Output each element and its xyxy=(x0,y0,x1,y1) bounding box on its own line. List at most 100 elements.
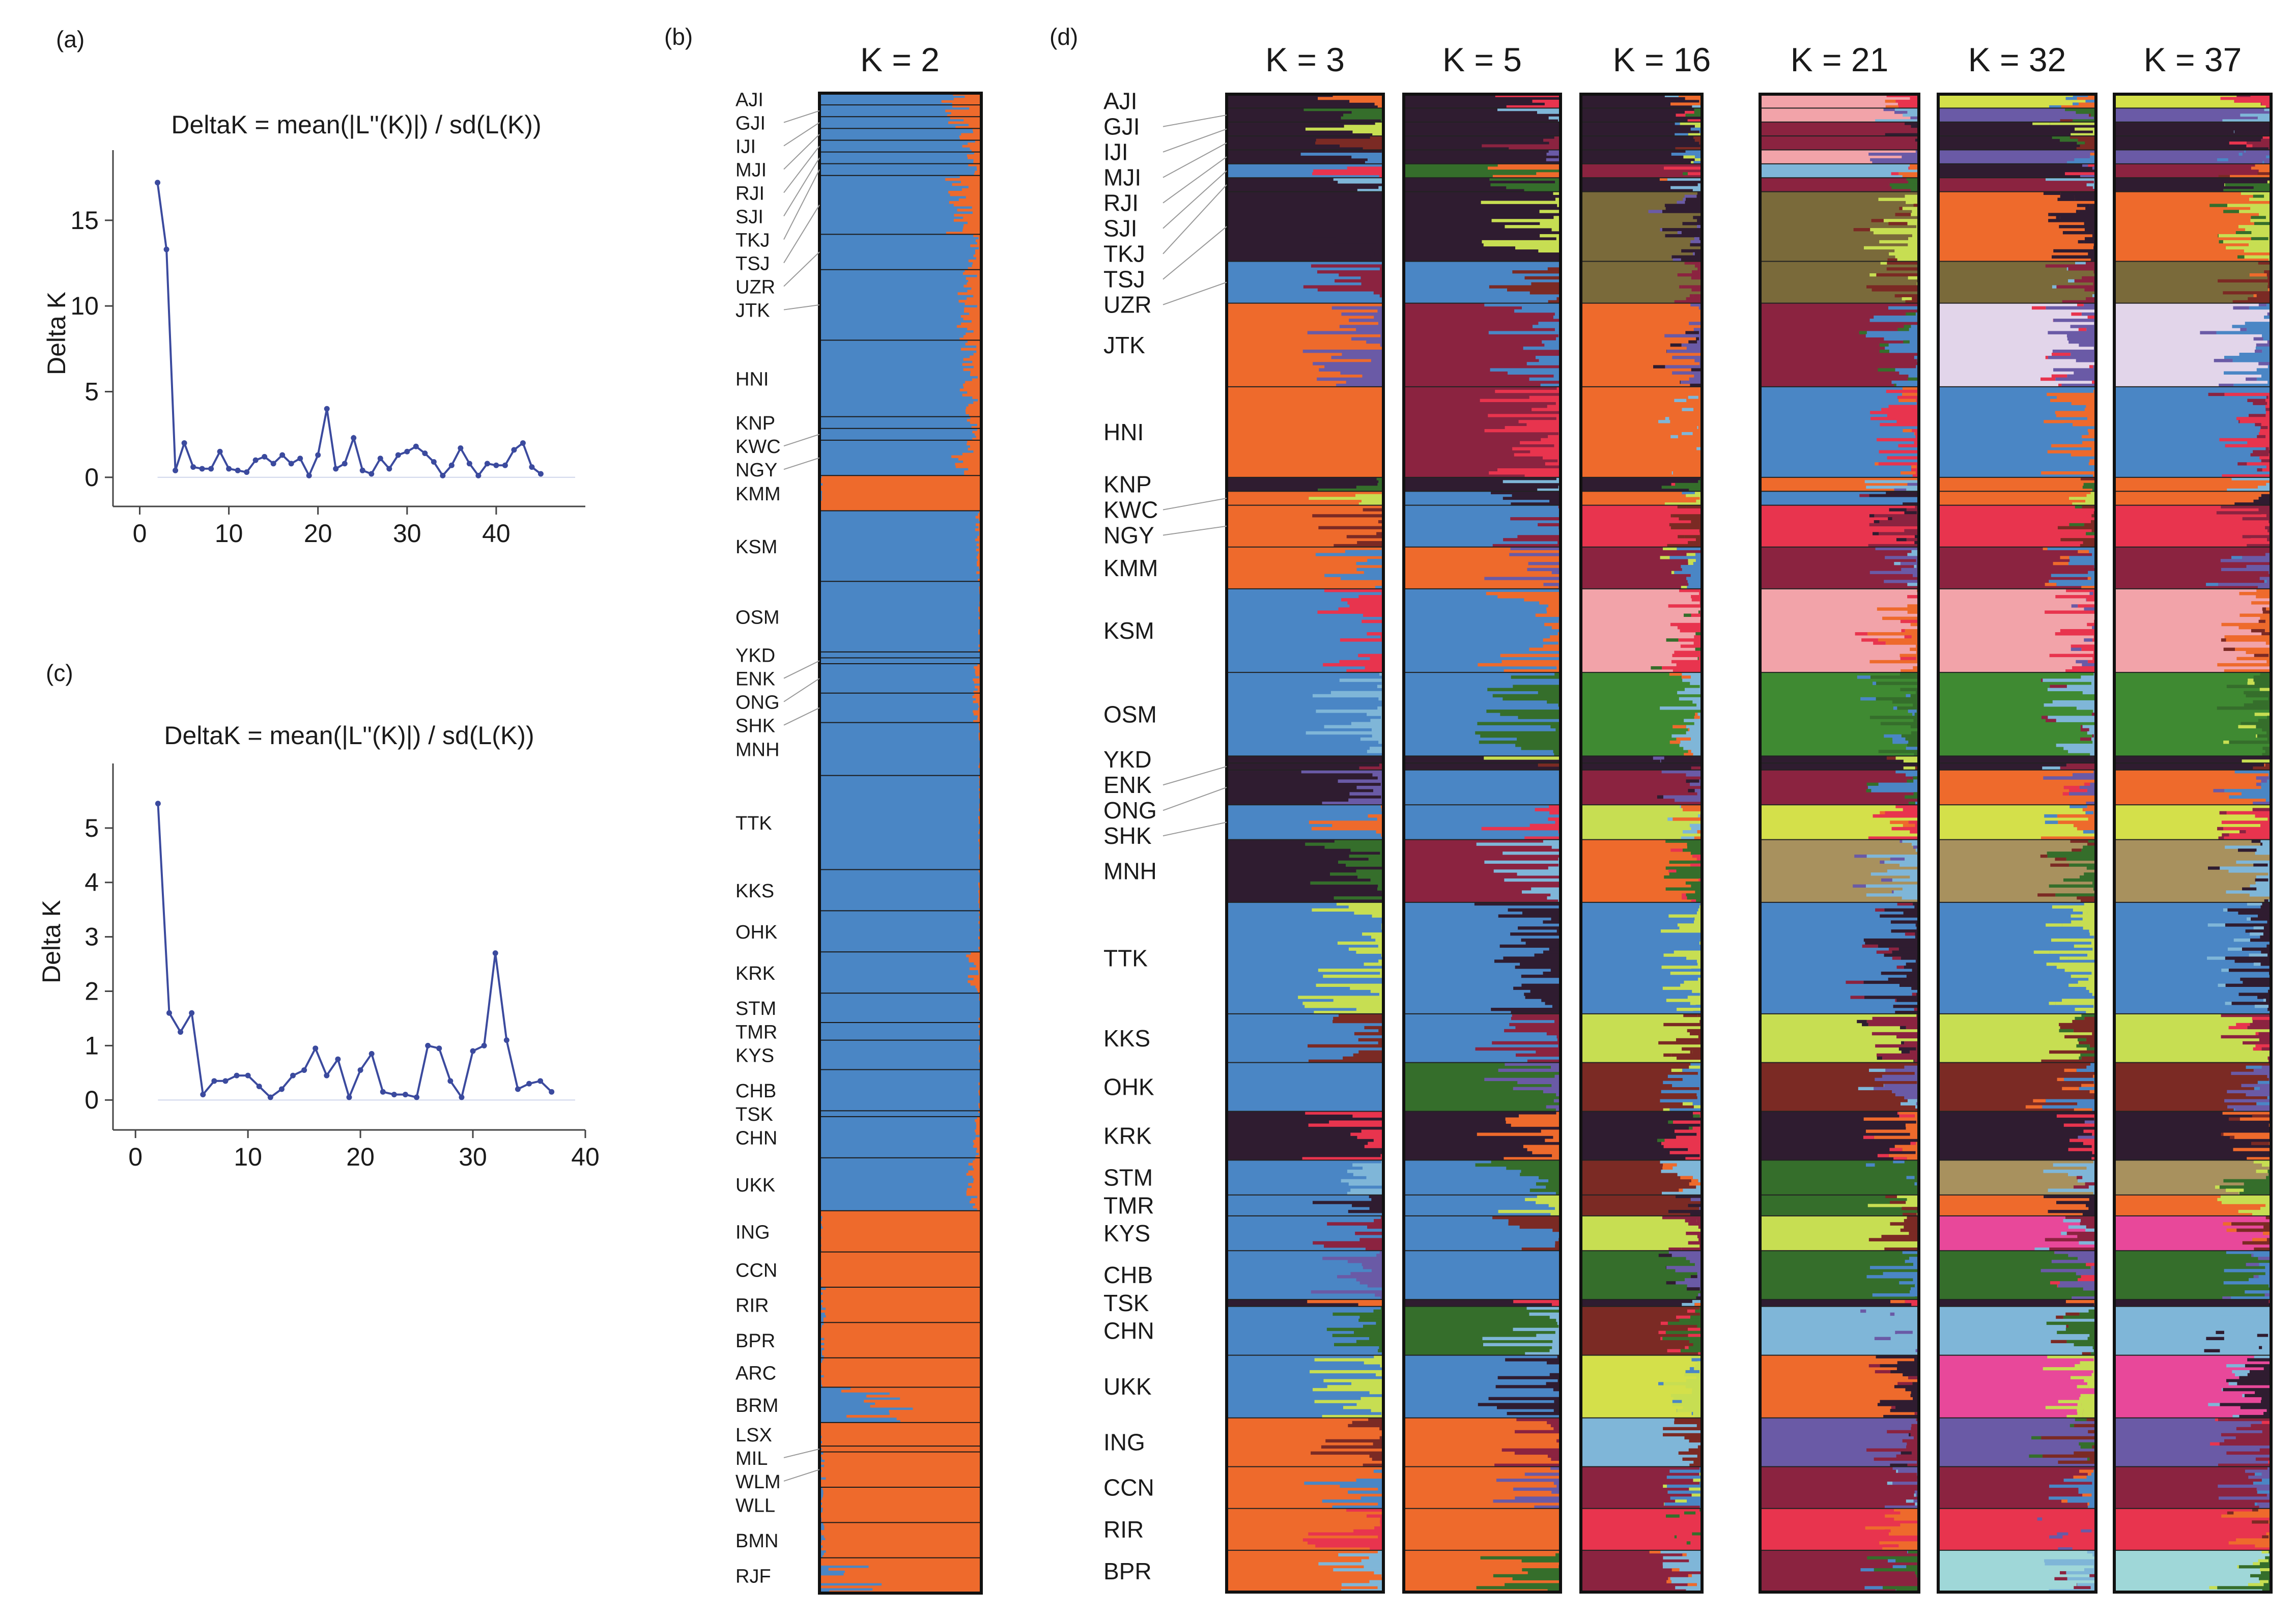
multi-k-admix-segment xyxy=(1513,1299,1561,1303)
chart-a-xtick-label: 0 xyxy=(133,519,147,548)
multi-k-admix-segment xyxy=(1915,435,1919,439)
k2-orange-segment xyxy=(820,1241,981,1244)
multi-k-admix-segment xyxy=(1475,1163,1561,1167)
multi-k-admix-segment xyxy=(1895,805,1919,808)
k2-blue-segment xyxy=(819,911,981,952)
multi-k-admix-segment xyxy=(1338,607,1383,611)
multi-k-admix-segment xyxy=(1689,377,1702,381)
multi-k-admix-segment xyxy=(2239,210,2271,213)
k2-pop-label: JTK xyxy=(735,300,770,322)
k2-orange-segment xyxy=(820,488,981,491)
multi-k-admix-segment xyxy=(1379,294,1383,298)
multi-k-admix-segment xyxy=(2246,150,2271,153)
multi-k-admix-segment xyxy=(2254,1087,2260,1090)
multi-k-admix-segment xyxy=(2068,267,2096,271)
multi-k-admix-segment xyxy=(1529,647,1561,651)
k2-orange-segment xyxy=(962,452,981,456)
k2-orange-segment xyxy=(820,508,981,511)
multi-k-population-kys xyxy=(1404,1215,1561,1251)
k2-orange-segment xyxy=(964,473,981,476)
multi-k-admix-segment xyxy=(1899,371,1919,375)
chart-c-ytick-label: 0 xyxy=(84,1086,99,1114)
multi-k-admix-segment xyxy=(2248,1327,2271,1331)
multi-k-admix-segment xyxy=(1673,817,1702,821)
multi-k-admix-segment xyxy=(2060,194,2075,198)
multi-k-admix-segment xyxy=(1548,116,1561,120)
multi-k-admix-segment xyxy=(2092,657,2096,661)
multi-k-admix-segment xyxy=(2264,580,2267,583)
multi-k-admix-segment xyxy=(1521,983,1561,987)
multi-k-admix-segment xyxy=(1875,119,1919,123)
multi-k-admix-segment xyxy=(2254,1355,2271,1358)
multi-k-admix-segment xyxy=(1556,1318,1561,1322)
multi-k-admix-segment xyxy=(1863,938,1919,942)
multi-k-population-sji xyxy=(1938,163,2096,178)
multi-k-admix-segment xyxy=(2079,1397,2094,1400)
multi-k-admix-segment xyxy=(1685,1346,1689,1350)
multi-k-admix-segment xyxy=(1521,1169,1561,1173)
multi-k-admix-segment xyxy=(2255,814,2271,818)
k2-label-leader xyxy=(783,1469,820,1482)
multi-k-admix-segment xyxy=(2254,1502,2257,1506)
multi-k-admix-segment xyxy=(2263,1225,2271,1229)
multi-k-admix-segment xyxy=(1539,1281,1561,1285)
multi-k-admix-segment xyxy=(1880,423,1919,427)
multi-k-admix-segment xyxy=(1914,541,1918,545)
multi-k-admix-segment xyxy=(1666,349,1702,353)
multi-k-admix-segment xyxy=(1312,172,1383,176)
multi-k-admix-segment xyxy=(1512,494,1561,497)
multi-k-admix-segment xyxy=(1696,1376,1702,1379)
multi-k-admix-segment xyxy=(1673,725,1686,729)
k2-orange-segment xyxy=(819,1234,981,1237)
multi-k-admix-segment xyxy=(2074,1586,2091,1590)
multi-k-admix-segment xyxy=(1352,1163,1383,1167)
k2-orange-segment xyxy=(971,952,981,955)
chart-c-point xyxy=(447,1078,453,1084)
multi-k-admix-segment xyxy=(1675,1499,1687,1503)
multi-k-admix-segment xyxy=(1660,759,1661,763)
multi-k-admix-segment xyxy=(2226,685,2271,688)
multi-k-admix-segment xyxy=(2091,258,2096,262)
multi-k-admix-segment xyxy=(2223,210,2240,213)
multi-k-admix-segment xyxy=(1347,601,1383,605)
multi-k-admix-segment xyxy=(2221,969,2229,972)
multi-k-admix-segment xyxy=(2254,222,2270,225)
k2-orange-segment xyxy=(820,1467,981,1470)
chart-c-point xyxy=(211,1078,217,1084)
chart-a-title: DeltaK = mean(|L''(K)|) / sd(L(K)) xyxy=(171,110,541,139)
multi-k-admix-segment xyxy=(1341,1583,1383,1586)
multi-k-admix-segment xyxy=(2068,792,2096,796)
multi-k-admix-segment xyxy=(1484,303,1561,307)
multi-k-admix-segment xyxy=(1904,529,1919,532)
multi-k-admix-segment xyxy=(1684,753,1693,756)
multi-k-admix-segment xyxy=(1905,1179,1919,1183)
multi-k-admix-segment xyxy=(2267,1056,2271,1060)
multi-k-admix-segment xyxy=(2071,920,2096,924)
multi-k-admix-segment xyxy=(2265,763,2271,767)
multi-k-admix-segment xyxy=(2267,180,2271,184)
multi-k-admix-segment xyxy=(1487,688,1561,692)
multi-k-admix-segment xyxy=(2250,207,2271,210)
multi-k-admix-segment xyxy=(1551,1457,1561,1461)
multi-k-admix-segment xyxy=(1693,1460,1702,1464)
multi-k-admix-segment xyxy=(2042,1105,2096,1109)
multi-k-admix-segment xyxy=(1696,1424,1698,1428)
multi-k-population-tsj xyxy=(1581,191,1702,262)
multi-k-admix-segment xyxy=(2223,827,2271,831)
multi-k-admix-segment xyxy=(1355,471,1383,475)
multi-k-admix-segment xyxy=(1682,1102,1693,1105)
k2-population-ohk xyxy=(819,910,981,952)
multi-k-admix-segment xyxy=(1685,1385,1702,1388)
multi-k-admix-segment xyxy=(1480,399,1561,402)
multi-k-admix-segment xyxy=(1688,1204,1702,1207)
multi-k-title: K = 32 xyxy=(1968,41,2066,78)
multi-k-admix-segment xyxy=(1524,598,1561,602)
multi-k-admix-segment xyxy=(1668,1210,1702,1213)
multi-k-admix-segment xyxy=(2244,249,2271,253)
multi-k-admix-segment xyxy=(1910,1142,1916,1145)
multi-k-admix-segment xyxy=(2249,414,2266,417)
multi-k-main-segment xyxy=(1760,1299,1919,1307)
multi-k-admix-segment xyxy=(1675,1269,1702,1272)
multi-k-admix-segment xyxy=(2056,719,2096,722)
multi-k-admix-segment xyxy=(1888,1154,1919,1157)
